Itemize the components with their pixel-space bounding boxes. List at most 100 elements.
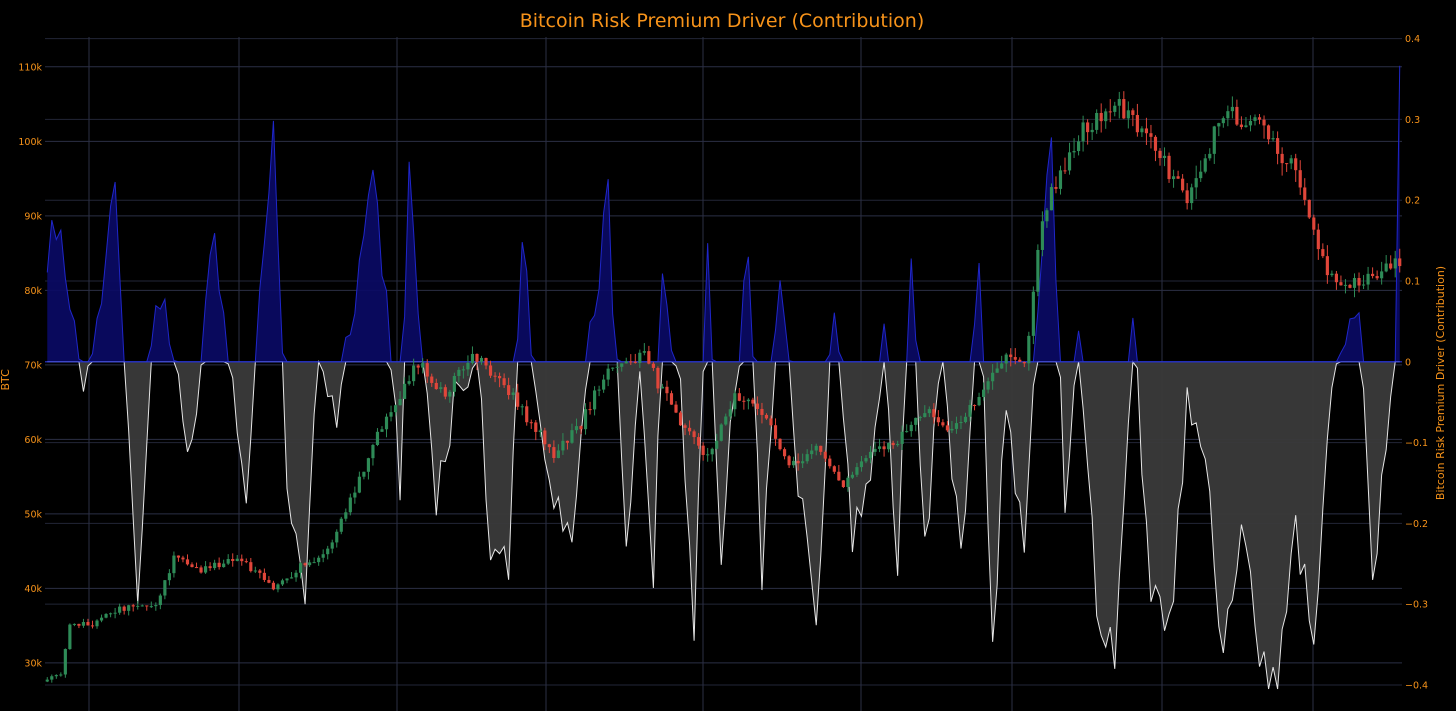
- candle-up: [317, 557, 321, 563]
- candle-up: [353, 492, 357, 498]
- candle-up: [597, 389, 601, 391]
- candle-up: [1330, 273, 1334, 276]
- candle-up: [1384, 263, 1388, 272]
- candle-down: [687, 427, 692, 432]
- candle-down: [837, 471, 841, 481]
- candle-up: [1380, 271, 1384, 279]
- candle-up: [1366, 273, 1370, 285]
- candle-up: [724, 416, 728, 425]
- candle-down: [443, 387, 447, 397]
- candle-up: [995, 368, 999, 373]
- candle-down: [1357, 277, 1361, 286]
- candle-up: [846, 477, 850, 488]
- candle-up: [403, 383, 407, 399]
- candle-down: [1285, 163, 1289, 165]
- candle-down: [742, 400, 746, 402]
- candle-up: [213, 562, 217, 569]
- candle-down: [145, 605, 149, 607]
- candle-down: [1099, 112, 1103, 122]
- candle-up: [113, 612, 117, 614]
- candle-up: [991, 372, 995, 382]
- candle-down: [1135, 114, 1139, 133]
- candle-down: [737, 393, 741, 401]
- candle-up: [1171, 176, 1176, 180]
- candle-up: [384, 416, 389, 430]
- candle-down: [1235, 106, 1239, 125]
- candle-down: [656, 367, 660, 389]
- candle-up: [59, 674, 63, 676]
- candle-down: [841, 480, 845, 488]
- candle-up: [1194, 178, 1198, 188]
- candle-up: [1162, 155, 1167, 159]
- candle-up: [909, 424, 913, 432]
- candle-up: [407, 381, 411, 384]
- candle-up: [593, 390, 597, 410]
- candle-up: [276, 584, 280, 590]
- candle-down: [77, 623, 81, 626]
- candle-up: [140, 605, 144, 607]
- candle-up: [348, 497, 352, 513]
- candle-up: [1289, 158, 1293, 164]
- candle-down: [1054, 187, 1058, 189]
- candle-up: [167, 573, 171, 581]
- candle-up: [439, 387, 443, 390]
- candle-up: [642, 351, 646, 353]
- candle-up: [1049, 187, 1054, 211]
- candle-up: [104, 613, 108, 618]
- y-right-tick-label: −0.2: [1405, 519, 1428, 530]
- candle-down: [303, 563, 307, 566]
- candle-up: [620, 363, 624, 367]
- candle-up: [982, 389, 986, 398]
- candle-up: [918, 417, 922, 419]
- candle-up: [448, 391, 452, 397]
- candle-down: [1063, 170, 1067, 172]
- candle-up: [606, 368, 610, 380]
- btc-candles: [45, 91, 1402, 683]
- candle-up: [1212, 126, 1216, 154]
- candle-up: [412, 365, 416, 382]
- candle-up: [421, 363, 425, 368]
- candle-down: [769, 418, 773, 426]
- candle-up: [63, 649, 67, 675]
- candle-down: [430, 376, 434, 383]
- candle-down: [1339, 282, 1343, 286]
- candle-up: [321, 554, 325, 558]
- candle-up: [864, 458, 868, 462]
- candle-down: [199, 567, 203, 573]
- candle-up: [556, 450, 560, 458]
- candle-up: [1248, 120, 1253, 126]
- candle-down: [751, 399, 755, 404]
- candle-up: [859, 461, 864, 468]
- candle-up: [1203, 158, 1207, 172]
- candle-down: [498, 376, 502, 379]
- candle-up: [371, 444, 375, 459]
- candle-up: [1208, 153, 1212, 159]
- candle-up: [344, 512, 348, 519]
- candle-up: [172, 555, 176, 574]
- candle-down: [1086, 122, 1090, 133]
- candle-down: [529, 422, 533, 424]
- candle-down: [1009, 354, 1013, 358]
- candle-up: [109, 613, 113, 615]
- candle-up: [1031, 291, 1035, 336]
- candle-up: [520, 406, 524, 408]
- candle-down: [1131, 110, 1135, 115]
- candle-up: [289, 577, 294, 579]
- candle-down: [534, 422, 538, 432]
- candle-up: [45, 679, 49, 682]
- candle-up: [1226, 111, 1230, 119]
- candle-down: [194, 567, 199, 569]
- candle-down: [819, 445, 823, 452]
- candle-down: [832, 466, 836, 472]
- candle-down: [1108, 111, 1112, 113]
- candle-down: [579, 426, 583, 430]
- candle-down: [1294, 158, 1298, 171]
- candle-down: [796, 460, 800, 464]
- candle-down: [267, 579, 271, 583]
- candle-up: [963, 416, 968, 423]
- candle-up: [72, 623, 76, 625]
- candle-down: [416, 365, 420, 368]
- candle-down: [1280, 153, 1284, 164]
- candle-up: [977, 397, 981, 406]
- y-left-tick-label: 80k: [24, 286, 42, 297]
